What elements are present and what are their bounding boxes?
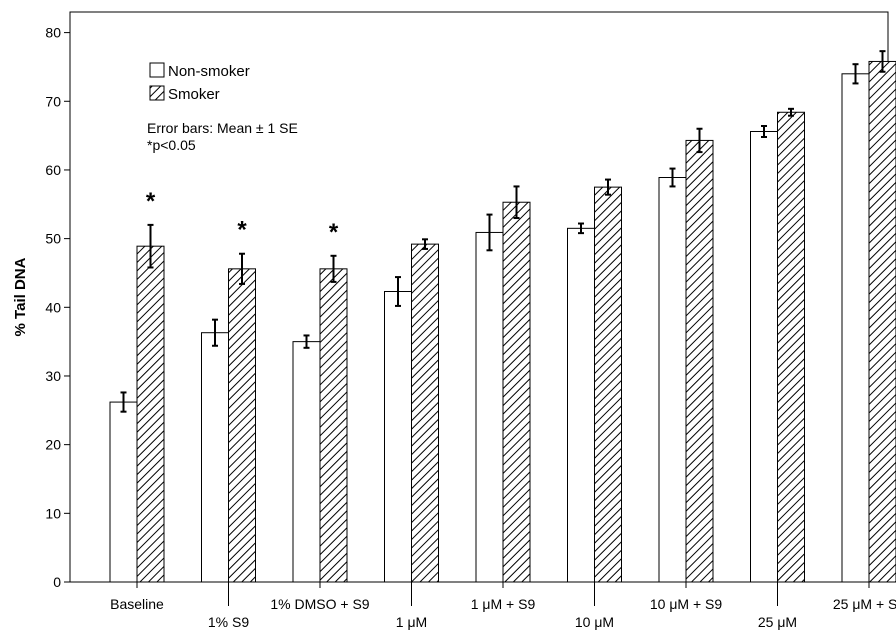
- x-tick-label: 10 μM + S9: [650, 596, 722, 612]
- bar-non-smoker: [658, 177, 687, 583]
- x-tick-label: 1% S9: [208, 614, 249, 630]
- bar-smoker: [685, 139, 714, 583]
- y-tick-label: 10: [45, 505, 61, 521]
- y-tick-label: 40: [45, 299, 61, 315]
- bar-smoker: [411, 243, 439, 583]
- bar-non-smoker: [109, 401, 138, 583]
- y-axis-title: % Tail DNA: [12, 257, 29, 336]
- bar-non-smoker: [475, 231, 504, 583]
- error-bar-group: [120, 50, 886, 413]
- bar-non-smoker: [201, 332, 229, 583]
- y-axis: 0 10 20 30 40 50 60 70 80: [45, 25, 70, 590]
- significance-stars: * * *: [146, 188, 339, 246]
- bar-smoker: [319, 268, 348, 583]
- bar-non-smoker: [841, 73, 870, 583]
- y-tick-label: 20: [45, 437, 61, 453]
- bar-smoker: [777, 111, 805, 583]
- legend-label-smoker: Smoker: [168, 86, 220, 103]
- significance-star: *: [329, 219, 339, 246]
- bar-smoker: [502, 201, 531, 583]
- significance-star: *: [237, 217, 247, 244]
- x-tick-label: 25 μM: [758, 614, 797, 630]
- x-tick-label: 25 μM + S9: [833, 596, 896, 612]
- x-tick-label: 1% DMSO + S9: [270, 596, 369, 612]
- legend-swatch-smoker: [149, 85, 165, 101]
- x-axis: Baseline 1% S9 1% DMSO + S9 1 μM 1 μM + S9 10…: [110, 582, 896, 630]
- bar-group: [109, 60, 896, 583]
- y-tick-label: 70: [45, 93, 61, 109]
- bar-smoker: [594, 186, 622, 583]
- y-tick-label: 80: [45, 25, 61, 41]
- y-tick-label: 0: [53, 574, 61, 590]
- bar-smoker: [136, 245, 165, 583]
- x-tick-label: 10 μM: [575, 614, 614, 630]
- legend-label-non-smoker: Non-smoker: [168, 63, 250, 80]
- x-tick-label: 1 μM + S9: [471, 596, 536, 612]
- bar-smoker: [868, 60, 896, 583]
- x-tick-label: Baseline: [110, 596, 164, 612]
- y-tick-label: 60: [45, 162, 61, 178]
- error-bar-note: Error bars: Mean ± 1 SE: [147, 120, 298, 136]
- bar-non-smoker: [384, 291, 412, 583]
- legend: Non-smoker Smoker: [149, 62, 250, 103]
- bar-non-smoker: [292, 341, 321, 583]
- significance-star: *: [146, 188, 156, 215]
- bar-non-smoker: [567, 227, 595, 583]
- significance-note: *p<0.05: [147, 137, 196, 153]
- y-tick-label: 50: [45, 231, 61, 247]
- y-tick-label: 30: [45, 368, 61, 384]
- legend-swatch-non-smoker: [149, 62, 165, 78]
- bar-smoker: [228, 268, 256, 583]
- bar-non-smoker: [750, 130, 778, 583]
- x-tick-label: 1 μM: [396, 614, 427, 630]
